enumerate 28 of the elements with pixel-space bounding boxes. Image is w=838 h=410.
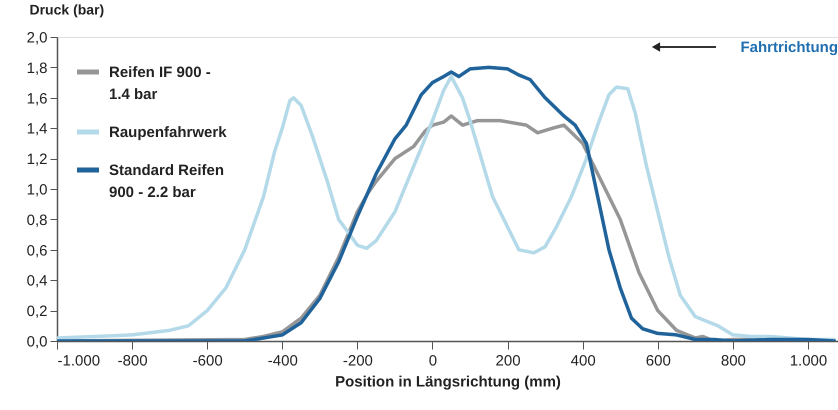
y-tick-label: 1,0: [26, 182, 48, 198]
y-tick-label: 1,6: [26, 90, 48, 108]
x-axis-title: Position in Längsrichtung (mm): [335, 374, 561, 390]
annotation: Fahrtrichtung: [740, 39, 838, 56]
x-tick-label: -1.000: [58, 352, 100, 370]
legend-label: Reifen IF 900 - 1.4 bar: [109, 64, 211, 103]
y-tick-label: 1,8: [26, 60, 48, 77]
y-tick-label: 0,8: [26, 212, 48, 229]
y-tick-label: 0,2: [26, 303, 48, 320]
x-tick-label: 800: [720, 352, 746, 370]
x-tick-label: 1.000: [790, 352, 828, 370]
legend-label: Standard Reifen 900 - 2.2 bar: [109, 162, 224, 201]
y-tick-label: 1,2: [26, 151, 48, 168]
legend-label: Raupenfahrwerk: [109, 124, 228, 141]
y-axis-title: Druck (bar): [30, 2, 104, 18]
y-tick-label: 0,0: [26, 334, 48, 350]
x-tick-label: -200: [342, 352, 373, 370]
x-tick-label: -400: [268, 352, 298, 370]
x-tick-label: 0: [428, 352, 438, 370]
y-tick-label: 2,0: [26, 30, 48, 46]
y-tick-label: 1,4: [26, 120, 48, 138]
y-tick-label: 0,6: [26, 242, 48, 260]
x-tick-label: 600: [646, 352, 671, 370]
x-tick-label: 200: [496, 352, 521, 370]
x-tick-label: -800: [118, 352, 148, 370]
y-tick-label: 0,4: [26, 272, 48, 290]
x-tick-label: -600: [192, 352, 223, 370]
x-tick-label: 400: [570, 352, 596, 370]
